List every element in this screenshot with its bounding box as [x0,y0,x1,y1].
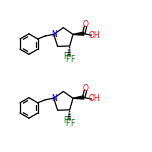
Text: F: F [70,55,74,64]
Text: N: N [51,30,57,39]
Text: F: F [66,55,70,64]
Text: O: O [82,20,88,29]
Text: O: O [82,84,88,93]
Polygon shape [73,32,84,35]
Text: N: N [51,94,57,103]
Text: F: F [63,52,68,61]
Text: OH: OH [88,95,100,104]
Text: F: F [70,119,74,128]
Text: F: F [66,119,70,128]
Polygon shape [73,96,84,99]
Text: OH: OH [88,31,100,40]
Text: F: F [63,116,68,125]
